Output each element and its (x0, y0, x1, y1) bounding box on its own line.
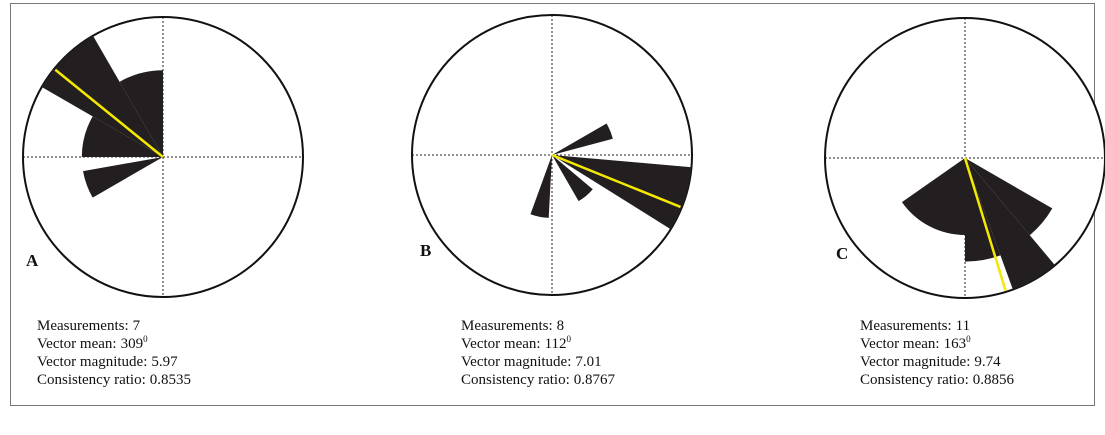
panel-label: B (420, 241, 431, 260)
stat-label: Vector mean: (37, 336, 117, 352)
wedge (901, 158, 965, 235)
stat-label: Consistency ratio: (37, 372, 146, 388)
stat-line: Measurements: 8 (461, 318, 564, 334)
panel-label: A (26, 251, 39, 270)
stat-value: 0.8767 (574, 372, 616, 388)
wedge (119, 70, 163, 157)
stat-line: Vector mean: 1120 (461, 334, 572, 352)
vector-mean-line (551, 153, 681, 209)
wedge (552, 155, 692, 230)
stat-line: Vector mean: 1630 (860, 334, 971, 352)
stat-value: 11 (956, 318, 970, 334)
vector-mean-line (963, 157, 1007, 291)
wedge (552, 123, 613, 155)
stat-line: Consistency ratio: 0.8767 (461, 372, 616, 388)
stat-label: Vector magnitude: (37, 354, 147, 370)
stat-label: Measurements: (860, 318, 952, 334)
stat-value: 0.8856 (973, 372, 1015, 388)
wedge (81, 116, 163, 157)
stat-label: Consistency ratio: (860, 372, 969, 388)
stat-value: 5.97 (151, 354, 178, 370)
stat-label: Consistency ratio: (461, 372, 570, 388)
wedge (552, 155, 593, 202)
wedge (41, 35, 164, 158)
stat-unit: 0 (567, 334, 572, 344)
vector-mean-line (54, 68, 164, 158)
stat-value: 8 (557, 318, 565, 334)
stat-value: 9.74 (974, 354, 1001, 370)
stat-unit: 0 (143, 334, 148, 344)
stat-label: Vector mean: (860, 336, 940, 352)
wedge (530, 155, 552, 218)
stat-value: 7.01 (575, 354, 601, 370)
stat-unit: 0 (966, 334, 971, 344)
stat-line: Vector magnitude: 7.01 (461, 354, 602, 370)
wedge (965, 158, 1053, 236)
stat-value: 0.8535 (150, 372, 191, 388)
stat-value: 112 (545, 336, 567, 352)
stat-label: Vector mean: (461, 336, 541, 352)
wedge (965, 158, 1055, 290)
stat-label: Vector magnitude: (860, 354, 970, 370)
wedge (83, 157, 163, 198)
stat-label: Measurements: (461, 318, 553, 334)
stat-value: 309 (121, 336, 144, 352)
stat-line: Vector mean: 3090 (37, 334, 148, 352)
panel-label: C (836, 244, 848, 263)
stat-line: Vector magnitude: 5.97 (37, 354, 178, 370)
stat-label: Measurements: (37, 318, 129, 334)
stat-line: Consistency ratio: 0.8535 (37, 372, 191, 388)
stat-value: 7 (133, 318, 141, 334)
stat-label: Vector magnitude: (461, 354, 571, 370)
stat-line: Measurements: 11 (860, 318, 970, 334)
stat-line: Measurements: 7 (37, 318, 141, 334)
stat-value: 163 (944, 336, 967, 352)
stat-line: Vector magnitude: 9.74 (860, 354, 1001, 370)
stat-line: Consistency ratio: 0.8856 (860, 372, 1015, 388)
